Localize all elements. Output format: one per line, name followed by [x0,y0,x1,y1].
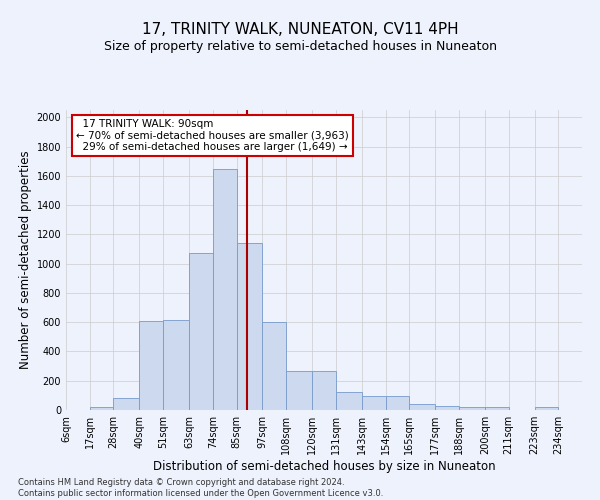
Bar [435,406,459,410]
Bar [189,254,213,410]
Text: 17, TRINITY WALK, NUNEATON, CV11 4PH: 17, TRINITY WALK, NUNEATON, CV11 4PH [142,22,458,38]
Bar [236,243,262,410]
Bar [485,407,509,410]
Text: Contains HM Land Registry data © Crown copyright and database right 2024.
Contai: Contains HM Land Registry data © Crown c… [18,478,383,498]
Bar [386,396,409,410]
Bar [262,322,286,410]
Bar [535,407,558,410]
Bar [139,320,163,410]
Text: 17 TRINITY WALK: 90sqm  
← 70% of semi-detached houses are smaller (3,963)
  29%: 17 TRINITY WALK: 90sqm ← 70% of semi-det… [76,119,349,152]
Text: Size of property relative to semi-detached houses in Nuneaton: Size of property relative to semi-detach… [104,40,497,53]
Bar [90,407,113,410]
Bar [286,371,312,410]
Bar [336,392,362,410]
Bar [459,407,485,410]
Bar [213,168,236,410]
Bar [163,320,189,410]
Bar [409,404,435,410]
Bar [312,371,336,410]
Bar [362,396,386,410]
X-axis label: Distribution of semi-detached houses by size in Nuneaton: Distribution of semi-detached houses by … [152,460,496,473]
Bar [113,398,139,410]
Y-axis label: Number of semi-detached properties: Number of semi-detached properties [19,150,32,370]
